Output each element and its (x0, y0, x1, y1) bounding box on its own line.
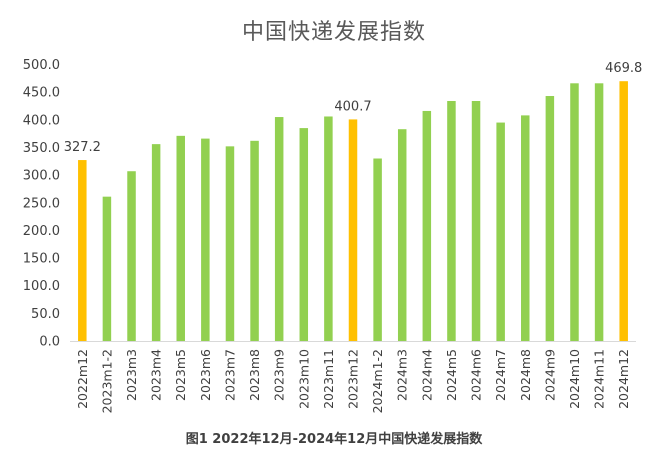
bar-2023m11 (324, 116, 333, 342)
bar-2024m12 (619, 81, 628, 342)
y-tick-label: 450.0 (23, 86, 60, 101)
bar-2024m3 (397, 129, 407, 341)
y-tick-label: 100.0 (23, 279, 60, 294)
data-labels: 327.2 400.7 469.8 (64, 61, 643, 155)
bar-2024m8 (521, 115, 530, 341)
x-tick-label: 2023m9 (272, 349, 287, 401)
figure-caption: 图1 2022年12月-2024年12月中国快递发展指数 (185, 432, 483, 447)
bar-2024m7 (496, 122, 505, 341)
x-tick-label: 2023m1-2 (99, 349, 114, 413)
bar-2024m4 (422, 110, 432, 342)
y-tick-label: 250.0 (23, 196, 60, 211)
bar-2023m10 (299, 128, 309, 341)
bar-2023m9 (274, 117, 284, 341)
x-tick-label: 2023m12 (346, 349, 361, 409)
bar-2023m6 (201, 138, 210, 341)
x-tick-label: 2023m8 (247, 349, 262, 401)
x-tick-label: 2023m10 (296, 349, 311, 409)
x-tick-label: 2023m11 (321, 349, 336, 409)
x-tick-label: 2024m1-2 (370, 349, 385, 413)
x-tick-label: 2024m12 (616, 349, 631, 409)
bar-2023m4 (151, 144, 161, 341)
bar-2023m3 (127, 171, 136, 341)
x-tick-label: 2023m3 (124, 349, 139, 401)
bar-2023m7 (225, 146, 235, 341)
bar-2024m6 (471, 100, 481, 341)
x-tick-label: 2024m10 (567, 349, 582, 409)
x-tick-label: 2022m12 (75, 349, 90, 409)
x-tick-label: 2024m4 (419, 349, 434, 401)
x-tick-label: 2024m8 (518, 349, 533, 401)
bar-2024m1-2 (373, 158, 382, 341)
chart-title: 中国快递发展指数 (241, 20, 426, 45)
x-tick-label: 2023m7 (222, 349, 237, 401)
bar-2024m5 (447, 100, 456, 341)
x-tick-label: 2023m6 (198, 349, 213, 401)
bar-2023m1-2 (102, 196, 112, 341)
bar-2023m8 (250, 140, 259, 341)
data-label: 400.7 (334, 99, 371, 114)
y-tick-label: 350.0 (23, 141, 60, 156)
y-tick-label: 0.0 (39, 335, 60, 350)
y-tick-label: 400.0 (23, 113, 60, 128)
bar-2024m11 (594, 83, 604, 341)
x-tick-label: 2023m5 (173, 349, 188, 401)
bar-2024m10 (570, 83, 579, 341)
x-tick-label: 2024m3 (395, 349, 410, 401)
bar-2023m12 (348, 119, 358, 341)
data-label: 327.2 (64, 140, 101, 155)
x-tick-label: 2023m4 (149, 349, 164, 401)
x-axis-tick-labels: 2022m12 2023m1-2 2023m3 2023m4 2023m5 2023m6 2… (75, 349, 631, 413)
x-tick-label: 2024m7 (493, 349, 508, 401)
y-tick-label: 150.0 (23, 252, 60, 267)
y-axis-tick-labels: 0.0 50.0 100.0 150.0 200.0 250.0 300.0 350.0 400… (23, 58, 60, 350)
x-tick-label: 2024m5 (444, 349, 459, 401)
bar-2023m5 (176, 135, 185, 341)
x-tick-label: 2024m9 (542, 349, 557, 401)
y-tick-label: 500.0 (23, 58, 60, 73)
x-tick-label: 2024m6 (469, 349, 484, 401)
y-tick-label: 50.0 (31, 307, 60, 322)
bar-2024m9 (545, 96, 555, 341)
data-label: 469.8 (605, 61, 642, 76)
bar-2022m12 (78, 160, 87, 341)
y-tick-label: 300.0 (23, 169, 60, 184)
x-tick-label: 2024m11 (592, 349, 607, 409)
bar-series (78, 81, 628, 342)
y-tick-label: 200.0 (23, 224, 60, 239)
